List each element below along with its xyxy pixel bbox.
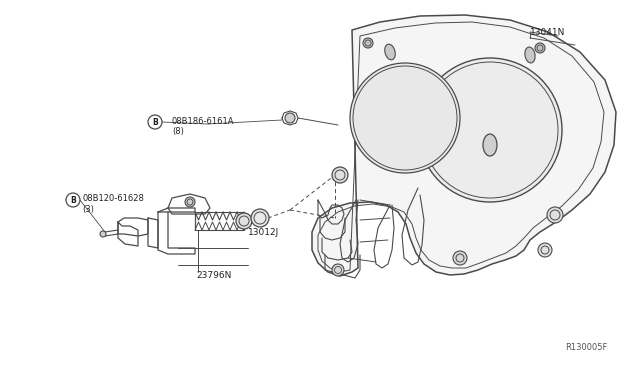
- Circle shape: [350, 63, 460, 173]
- Text: (8): (8): [172, 126, 184, 135]
- Circle shape: [535, 43, 545, 53]
- Ellipse shape: [385, 44, 396, 60]
- Circle shape: [285, 113, 295, 123]
- Text: 23796N: 23796N: [196, 272, 232, 280]
- Text: 08B186-6161A: 08B186-6161A: [172, 116, 234, 125]
- Circle shape: [363, 38, 373, 48]
- Text: B: B: [152, 118, 158, 126]
- Text: 13041N: 13041N: [530, 28, 565, 36]
- Circle shape: [185, 197, 195, 207]
- Text: R130005F: R130005F: [565, 343, 607, 353]
- Ellipse shape: [483, 134, 497, 156]
- Text: (3): (3): [82, 205, 94, 214]
- Circle shape: [100, 231, 106, 237]
- Ellipse shape: [525, 47, 535, 63]
- Text: 13012J: 13012J: [248, 228, 279, 237]
- Circle shape: [236, 213, 252, 229]
- Circle shape: [418, 58, 562, 202]
- Circle shape: [332, 167, 348, 183]
- Circle shape: [538, 243, 552, 257]
- Text: 08B120-61628: 08B120-61628: [82, 193, 144, 202]
- Polygon shape: [312, 15, 616, 276]
- Circle shape: [332, 264, 344, 276]
- Circle shape: [547, 207, 563, 223]
- Circle shape: [453, 251, 467, 265]
- Text: B: B: [70, 196, 76, 205]
- Circle shape: [251, 209, 269, 227]
